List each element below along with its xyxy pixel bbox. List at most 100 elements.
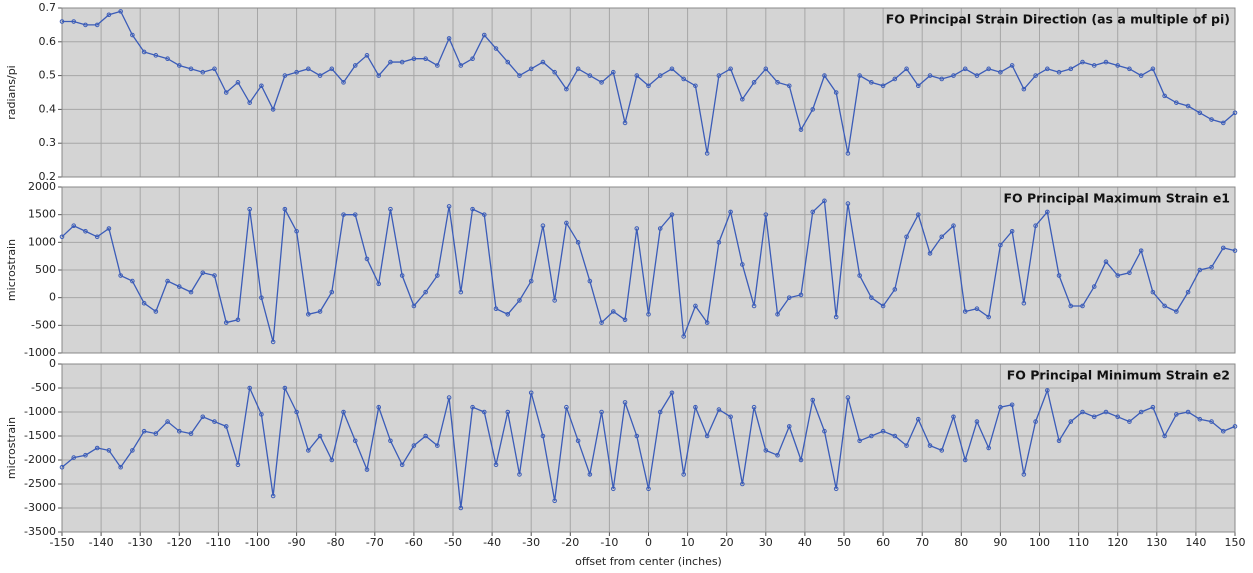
- data-point: [833, 314, 839, 320]
- data-point: [470, 56, 475, 62]
- data-point: [388, 206, 393, 212]
- data-point: [669, 212, 675, 217]
- data-point: [892, 433, 898, 439]
- x-tick-label: -140: [89, 536, 114, 549]
- x-tick-label: 70: [915, 536, 929, 549]
- y-tick-label: -3000: [24, 501, 56, 514]
- data-point: [505, 59, 511, 65]
- data-point: [869, 295, 874, 300]
- data-point: [270, 493, 276, 499]
- data-point: [857, 273, 862, 278]
- data-point: [1103, 59, 1109, 65]
- data-point: [376, 281, 382, 287]
- y-tick-label: 0: [49, 291, 56, 304]
- x-tick-label: -60: [405, 536, 423, 549]
- data-point: [1115, 63, 1120, 68]
- data-point: [118, 273, 123, 278]
- data-point: [165, 278, 170, 284]
- data-point: [1056, 273, 1062, 278]
- data-point: [704, 433, 710, 439]
- data-point: [786, 295, 792, 300]
- data-point: [223, 320, 229, 325]
- data-point: [329, 289, 335, 295]
- data-point: [1021, 86, 1027, 92]
- data-point: [153, 53, 159, 58]
- data-point: [1138, 248, 1144, 253]
- data-point: [857, 73, 862, 78]
- data-point: [141, 428, 147, 434]
- data-point: [1091, 63, 1097, 68]
- data-point: [212, 419, 217, 424]
- data-line: [61, 385, 1236, 509]
- data-point: [751, 80, 757, 85]
- data-point: [1150, 289, 1156, 295]
- data-point: [587, 73, 593, 78]
- data-point: [106, 226, 112, 231]
- data-point: [1021, 300, 1027, 306]
- data-point: [728, 66, 733, 72]
- data-point: [763, 212, 769, 217]
- data-point: [575, 240, 581, 245]
- y-tick-label: 0: [49, 357, 56, 370]
- data-point: [341, 212, 346, 217]
- data-point: [915, 212, 921, 217]
- data-point: [1232, 424, 1238, 429]
- data-point: [364, 53, 370, 58]
- data-point: [869, 433, 874, 439]
- data-point: [974, 73, 980, 78]
- data-point: [282, 385, 288, 391]
- data-point: [822, 198, 827, 204]
- data-point: [270, 107, 276, 112]
- y-tick-label: 1000: [28, 235, 56, 248]
- y-tick-label: -2500: [24, 477, 56, 490]
- data-point: [399, 462, 405, 468]
- data-point: [411, 443, 417, 448]
- data-point: [1185, 289, 1191, 295]
- data-point: [611, 309, 616, 314]
- data-point: [611, 486, 616, 492]
- data-point: [1232, 248, 1238, 253]
- data-point: [1068, 66, 1074, 72]
- data-point: [423, 433, 428, 439]
- data-point: [188, 66, 194, 72]
- data-point: [200, 414, 206, 420]
- data-point: [470, 206, 475, 212]
- data-point: [1021, 472, 1027, 477]
- data-point: [927, 443, 933, 448]
- data-point: [998, 69, 1003, 75]
- data-point: [177, 428, 182, 434]
- data-point: [118, 464, 123, 470]
- x-tick-label: -120: [167, 536, 192, 549]
- data-point: [1220, 245, 1226, 251]
- data-point: [681, 76, 686, 82]
- data-point: [1115, 414, 1120, 420]
- data-point: [951, 414, 956, 420]
- data-point: [599, 409, 604, 415]
- data-point: [693, 303, 698, 309]
- x-tick-label: 80: [954, 536, 968, 549]
- data-point: [845, 395, 851, 400]
- data-point: [94, 22, 100, 28]
- data-point: [939, 448, 945, 453]
- data-point: [1174, 100, 1179, 105]
- data-point: [951, 73, 956, 78]
- data-point: [669, 390, 675, 396]
- data-point: [904, 66, 909, 72]
- data-point: [94, 445, 100, 451]
- data-point: [634, 433, 640, 439]
- data-point: [810, 107, 816, 112]
- data-point: [1209, 419, 1214, 424]
- data-point: [83, 452, 88, 458]
- data-point: [1185, 103, 1191, 109]
- panel-title: FO Principal Strain Direction (as a mult…: [886, 12, 1230, 27]
- y-tick-label: -1000: [24, 346, 56, 359]
- data-point: [611, 69, 616, 75]
- data-point: [904, 443, 909, 448]
- data-point: [235, 80, 241, 85]
- data-point: [470, 404, 475, 410]
- data-point: [212, 273, 217, 278]
- data-point: [130, 32, 135, 38]
- data-point: [223, 90, 229, 95]
- data-point: [552, 298, 557, 303]
- data-point: [564, 220, 569, 226]
